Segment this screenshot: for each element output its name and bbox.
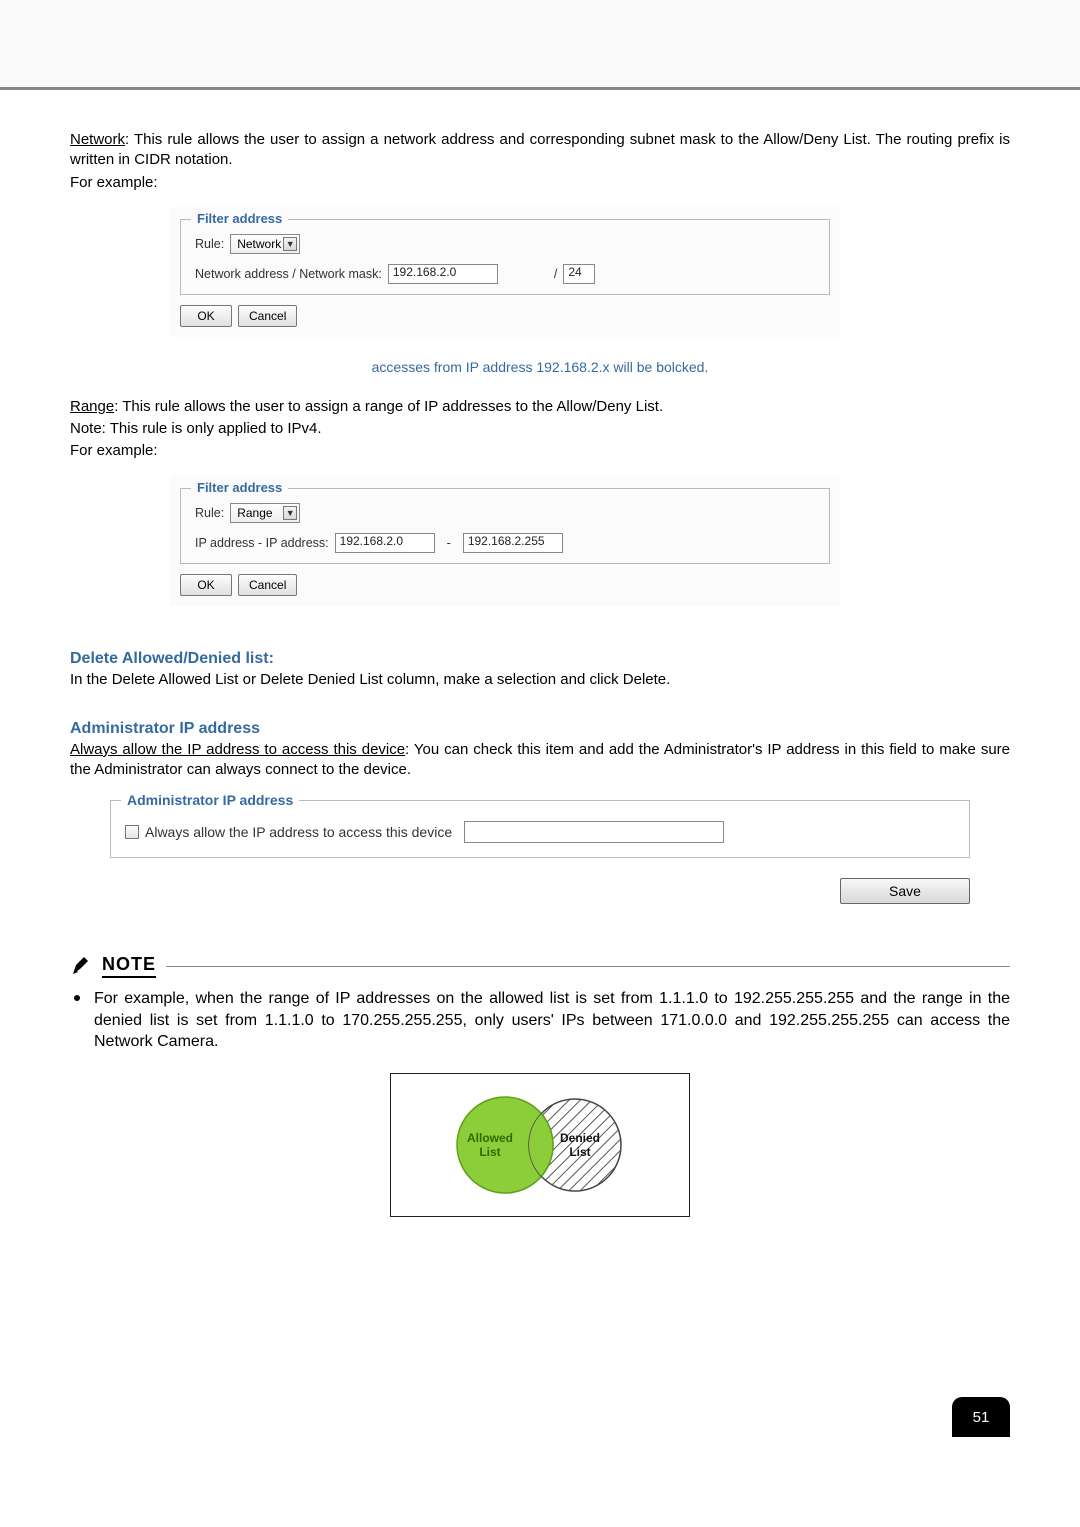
text-delete: In the Delete Allowed List or Delete Den… [70,670,1010,690]
row-address: IP address - IP address: 192.168.2.0 - 1… [195,533,815,553]
cancel-button[interactable]: Cancel [238,574,297,596]
input-ip-from[interactable]: 192.168.2.0 [335,533,435,553]
button-row: OK Cancel [180,305,840,327]
input-ip-to[interactable]: 192.168.2.255 [463,533,563,553]
text-network: : This rule allows the user to assign a … [70,131,1010,168]
label-mask-sep: / [554,267,557,281]
label-address: IP address - IP address: [195,536,329,550]
chevron-down-icon: ▼ [283,506,297,520]
page-header-bar [0,0,1080,90]
note-title: NOTE [102,954,156,978]
label-rule: Rule: [195,506,224,520]
label-range-sep: - [447,536,451,550]
heading-admin: Administrator IP address [70,720,1010,738]
label-range: Range [70,398,114,415]
page-number: 51 [952,1397,1010,1437]
ok-button[interactable]: OK [180,574,232,596]
label-address: Network address / Network mask: [195,267,382,281]
note-bullet-text: For example, when the range of IP addres… [94,988,1010,1053]
checkbox-always-allow[interactable] [125,825,139,839]
pen-icon [70,955,92,977]
select-value: Range [237,506,272,520]
input-network-mask[interactable]: 24 [563,264,595,284]
save-row: Save [110,878,970,904]
ok-button[interactable]: OK [180,305,232,327]
venn-allowed-label: Allowed [467,1131,513,1145]
para-range: Range: This rule allows the user to assi… [70,397,1010,417]
fieldset-legend: Filter address [191,480,288,495]
input-network-address[interactable]: 192.168.2.0 [388,264,498,284]
fieldset-filter-network: Filter address Rule: Network ▼ Network a… [180,219,830,295]
venn-diagram: Allowed List Denied List [390,1073,690,1217]
svg-text:List: List [569,1145,590,1159]
para-network: Network: This rule allows the user to as… [70,130,1010,171]
fieldset-legend: Filter address [191,211,288,226]
cancel-button[interactable]: Cancel [238,305,297,327]
para-admin: Always allow the IP address to access th… [70,740,1010,781]
svg-text:List: List [479,1145,500,1159]
caption-blocked: accesses from IP address 192.168.2.x wil… [70,359,1010,375]
button-row: OK Cancel [180,574,840,596]
venn-denied-label: Denied [560,1131,600,1145]
para-network-example: For example: [70,173,1010,193]
input-admin-ip[interactable] [464,821,724,843]
note-bullet: For example, when the range of IP addres… [70,988,1010,1053]
page-content: Network: This rule allows the user to as… [0,90,1080,1467]
row-rule: Rule: Network ▼ [195,234,815,254]
filter-panel-network: Filter address Rule: Network ▼ Network a… [170,207,840,337]
filter-panel-range: Filter address Rule: Range ▼ IP address … [170,476,840,606]
chevron-down-icon: ▼ [283,237,297,251]
row-admin-checkbox: Always allow the IP address to access th… [125,821,955,843]
select-value: Network [237,237,281,251]
text-range: : This rule allows the user to assign a … [114,398,663,415]
bullet-icon [74,995,80,1001]
label-rule: Rule: [195,237,224,251]
heading-delete: Delete Allowed/Denied list: [70,650,1010,668]
note-block: NOTE For example, when the range of IP a… [70,954,1010,1217]
row-rule: Rule: Range ▼ [195,503,815,523]
para-range-example: For example: [70,441,1010,461]
label-admin: Always allow the IP address to access th… [70,741,405,758]
select-rule[interactable]: Range ▼ [230,503,300,523]
label-always-allow: Always allow the IP address to access th… [145,824,452,840]
row-address: Network address / Network mask: 192.168.… [195,264,815,284]
select-rule[interactable]: Network ▼ [230,234,300,254]
note-header: NOTE [70,954,1010,978]
para-range-note: Note: This rule is only applied to IPv4. [70,419,1010,439]
fieldset-admin: Administrator IP address Always allow th… [110,800,970,858]
fieldset-filter-range: Filter address Rule: Range ▼ IP address … [180,488,830,564]
save-button[interactable]: Save [840,878,970,904]
label-network: Network [70,131,125,148]
fieldset-legend: Administrator IP address [121,792,299,808]
